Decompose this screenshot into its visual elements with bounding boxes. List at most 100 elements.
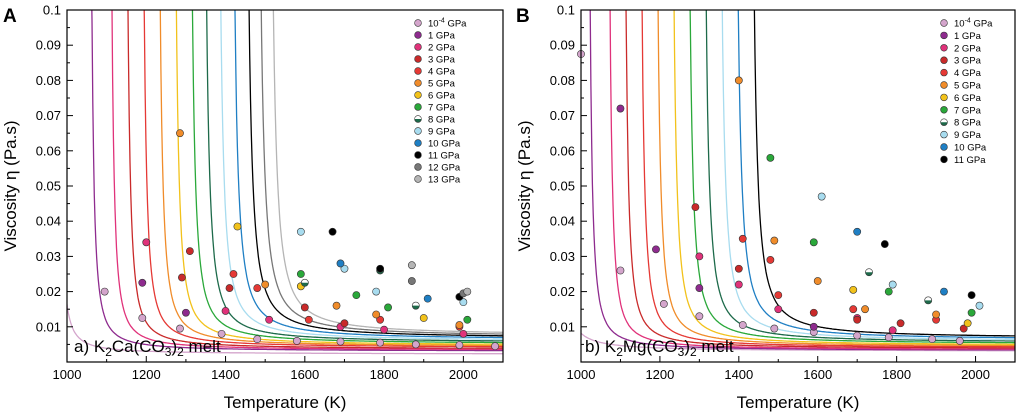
legend-item: 4 GPa (414, 67, 456, 78)
legend-item: 2 GPa (940, 43, 982, 54)
legend-item: 11 GPa (414, 151, 460, 162)
legend-item: 3 GPa (940, 56, 982, 67)
fit-curves (581, 10, 1015, 352)
point-bottom (865, 272, 873, 276)
data-point (975, 301, 984, 310)
data-point (888, 326, 897, 335)
data-point (182, 308, 190, 317)
legend-label: 9 GPa (428, 127, 456, 138)
data-point (880, 240, 889, 248)
legend-marker (940, 155, 948, 164)
x-axis-title: Temperature (K) (737, 393, 860, 412)
x-tick-label: 1000 (567, 367, 596, 382)
legend-marker (414, 67, 422, 75)
fit-curve-9 (721, 10, 1015, 340)
legend-item: 4 GPa (940, 68, 982, 79)
data-point (300, 303, 309, 312)
legend-marker (940, 68, 948, 77)
data-point (225, 284, 234, 292)
data-point (738, 321, 747, 329)
data-point (419, 314, 428, 322)
fit-curve-6 (673, 10, 1015, 345)
x-tick-label: 2000 (961, 367, 990, 382)
data-point (138, 278, 147, 287)
panel-letter: B (516, 6, 530, 27)
data-point (963, 319, 972, 328)
legend-label: 4 GPa (428, 67, 456, 78)
panel-b: 1000 1200 1400 1600 1800 2000 0.01 0.02 0.03 0.04… (515, 3, 1016, 412)
legend-label: 11 GPa (428, 151, 460, 162)
legend-item: 10-4 GPa (940, 18, 993, 30)
data-point (253, 335, 262, 344)
y-tick-label: 0.03 (550, 249, 575, 264)
data-point (455, 321, 464, 329)
fit-curve-1 (589, 10, 1015, 351)
legend-marker-bottom (414, 119, 422, 123)
legend-label: 11 GPa (954, 155, 986, 166)
data-point (407, 261, 416, 270)
x-tick-label: 1800 (370, 367, 399, 382)
data-point (774, 305, 783, 314)
x-tick-label: 1200 (132, 367, 161, 382)
legend-label: 6 GPa (428, 91, 456, 102)
plot-frame (580, 9, 1016, 363)
legend-label: 5 GPa (428, 79, 456, 90)
legend-label: 8 GPa (954, 118, 982, 129)
data-point (940, 287, 948, 296)
x-tick-label: 1200 (645, 367, 674, 382)
fit-curve-5 (159, 10, 503, 347)
data-points (577, 50, 984, 345)
y-tick-label: 0.01 (36, 319, 61, 334)
data-point (734, 280, 743, 289)
y-tick-label: 0.06 (550, 143, 575, 158)
legend-label: 12 GPa (428, 163, 461, 174)
data-point (463, 315, 472, 324)
data-point (332, 301, 341, 310)
legend-label: 5 GPa (954, 81, 982, 92)
legend-marker (940, 56, 948, 64)
legend-marker (940, 130, 948, 139)
y-tick-label: 0.03 (36, 249, 61, 264)
data-point (491, 342, 499, 351)
y-tick-label: 0.04 (550, 214, 575, 229)
legend-label: 1 GPa (428, 31, 456, 42)
legend-marker (414, 31, 422, 39)
point-top (865, 268, 873, 273)
data-point (955, 336, 964, 345)
data-point (336, 259, 345, 268)
data-point (809, 238, 818, 247)
data-point (967, 291, 976, 300)
data-point (849, 285, 858, 294)
data-point (411, 301, 420, 310)
panel-letter: A (3, 6, 17, 27)
legend-label: 7 GPa (428, 103, 456, 114)
data-points (100, 129, 499, 351)
data-point (459, 329, 468, 338)
legend-marker (414, 103, 422, 111)
data-point (809, 308, 818, 317)
y-tick-label: 0.01 (550, 319, 575, 334)
legend-item: 5 GPa (414, 79, 456, 90)
data-point (423, 294, 432, 303)
fit-curve-10 (737, 10, 1015, 339)
legend-label: 10 GPa (954, 143, 987, 154)
data-point (217, 329, 226, 338)
legend-item: 12 GPa (414, 163, 461, 174)
data-point (774, 291, 783, 300)
data-point (652, 245, 660, 254)
y-tick-label: 0.09 (36, 38, 61, 53)
legend-marker (940, 31, 948, 40)
legend-label: 9 GPa (954, 130, 982, 141)
legend-marker (940, 44, 948, 52)
legend-item: 3 GPa (414, 55, 456, 66)
data-point (738, 234, 747, 243)
legend-item: 10 GPa (940, 143, 987, 154)
data-point (967, 308, 976, 317)
legend-item: 1 GPa (414, 31, 456, 42)
legend-item: 13 GPa (414, 175, 461, 186)
y-axis-title: Viscosity η (Pa.s) (515, 120, 534, 251)
legend-label: 3 GPa (428, 55, 456, 66)
data-point (766, 256, 775, 264)
legend-marker-top (414, 115, 422, 119)
